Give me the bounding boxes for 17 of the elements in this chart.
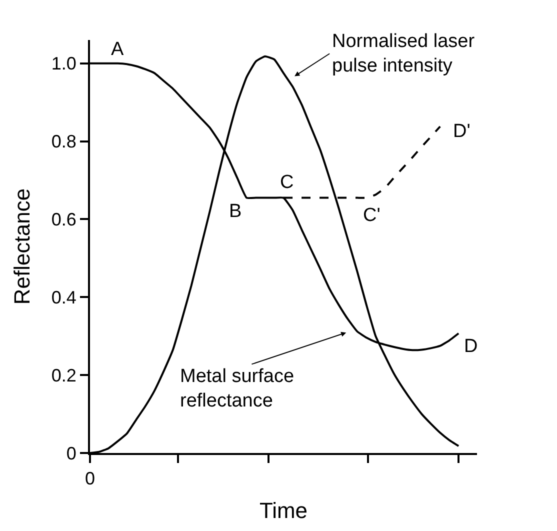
annotation: Metal surface reflectance <box>180 366 294 412</box>
y-tick-label: 0.8 <box>51 132 76 152</box>
y-tick-label: 1.0 <box>51 54 76 74</box>
annotation: D' <box>453 121 470 142</box>
annotation: B <box>229 201 242 222</box>
y-tick-label: 0 <box>66 443 76 464</box>
y-tick-label: 0.2 <box>51 365 76 386</box>
annotation: C <box>280 172 294 193</box>
y-axis-title: Reflectance <box>10 188 35 305</box>
annotation: A <box>111 39 124 60</box>
y-tick-label: 0.4 <box>51 287 76 308</box>
line-series <box>282 126 442 199</box>
annotation: Normalised laser pulse intensity <box>332 31 476 77</box>
annotation: D <box>464 336 478 357</box>
x-axis-title: Time <box>259 498 308 523</box>
annotation: C' <box>363 205 380 226</box>
y-tick-label: 0.6 <box>51 210 76 230</box>
